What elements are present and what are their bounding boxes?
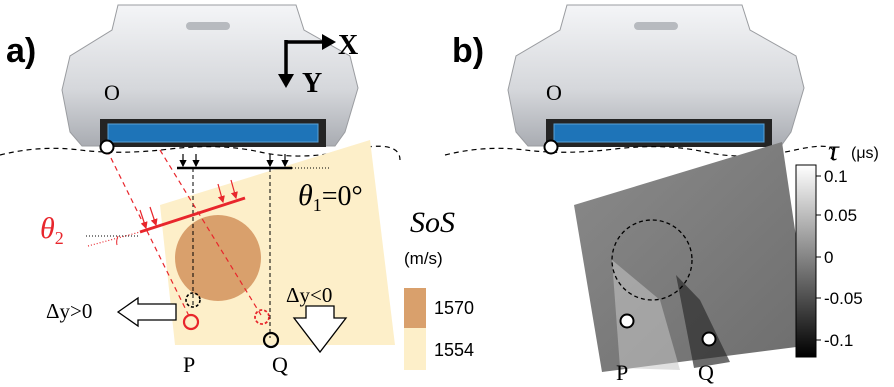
point-q-label-b: Q (698, 360, 714, 385)
legend-value-1554: 1554 (434, 340, 474, 360)
theta1-symbol: θ1=0° (298, 179, 363, 215)
origin-label-b: O (546, 80, 562, 105)
transducer-array (107, 123, 319, 143)
tau-dark-wake (676, 275, 730, 368)
colorbar-tick: 0.05 (824, 206, 857, 225)
origin-marker-b (543, 139, 559, 155)
point-q-b (701, 331, 717, 347)
tau-image (574, 142, 812, 372)
dy-positive-label: Δy>0 (46, 299, 92, 323)
point-p-label-a: P (183, 352, 195, 377)
sos-unit: (m/s) (404, 249, 443, 268)
probe-body (61, 4, 359, 147)
tau-bright-wake (612, 260, 680, 370)
colorbar-symbol: τ (828, 134, 840, 167)
point-q-shifted (254, 309, 270, 325)
axis-x-label: X (338, 30, 358, 61)
origin-label-a: O (104, 80, 120, 105)
panel-b-label: b) (452, 32, 484, 70)
skin-line-b (444, 145, 835, 161)
theta2-baseline (139, 196, 246, 234)
theta2-arrows (139, 179, 238, 230)
axis-y-label: Y (302, 68, 322, 99)
legend-swatch-1554 (404, 328, 426, 370)
probe-slot (186, 22, 230, 30)
theta1-arrows (179, 154, 289, 168)
dy-negative-label: Δy<0 (286, 283, 332, 307)
dy-negative-arrow (292, 305, 348, 354)
theta2-symbol: θ2 (40, 212, 64, 248)
point-p-label-b: P (616, 360, 628, 385)
panel-a-label: a) (6, 32, 36, 70)
axes-indicator: X Y (278, 30, 358, 99)
point-p-shifted (182, 313, 200, 331)
colorbar-tick: -0.05 (824, 289, 863, 308)
point-p-original (185, 292, 201, 308)
point-q-label-a: Q (272, 352, 288, 377)
sos-title: SoS (410, 206, 455, 239)
ray-theta2-p (106, 149, 191, 319)
theta2-angle-arc (116, 235, 119, 246)
colorbar: τ (μs) 0.1 0.05 0 -0.05 -0.1 (795, 134, 879, 358)
colorbar-scale (795, 164, 817, 358)
colorbar-tick: -0.1 (824, 331, 853, 350)
sos-legend: SoS (m/s) 1570 1554 (404, 206, 474, 370)
point-q-original (262, 331, 280, 349)
point-p-b (619, 313, 635, 329)
probe-a (61, 4, 359, 147)
colorbar-tick: 0.1 (824, 167, 848, 186)
legend-swatch-1570 (404, 288, 426, 328)
inclusion-outline (611, 219, 693, 301)
dy-positive-arrow (116, 296, 177, 328)
panel-b: b) O P Q τ (μs) (444, 4, 879, 385)
legend-value-1570: 1570 (434, 298, 474, 318)
colorbar-tick: 0 (824, 248, 833, 267)
probe-b (507, 4, 805, 147)
colorbar-unit: (μs) (851, 145, 879, 162)
inclusion (175, 215, 261, 301)
origin-marker-a (99, 139, 115, 155)
panel-a: a) (0, 4, 474, 377)
transducer-array-b (553, 123, 765, 143)
